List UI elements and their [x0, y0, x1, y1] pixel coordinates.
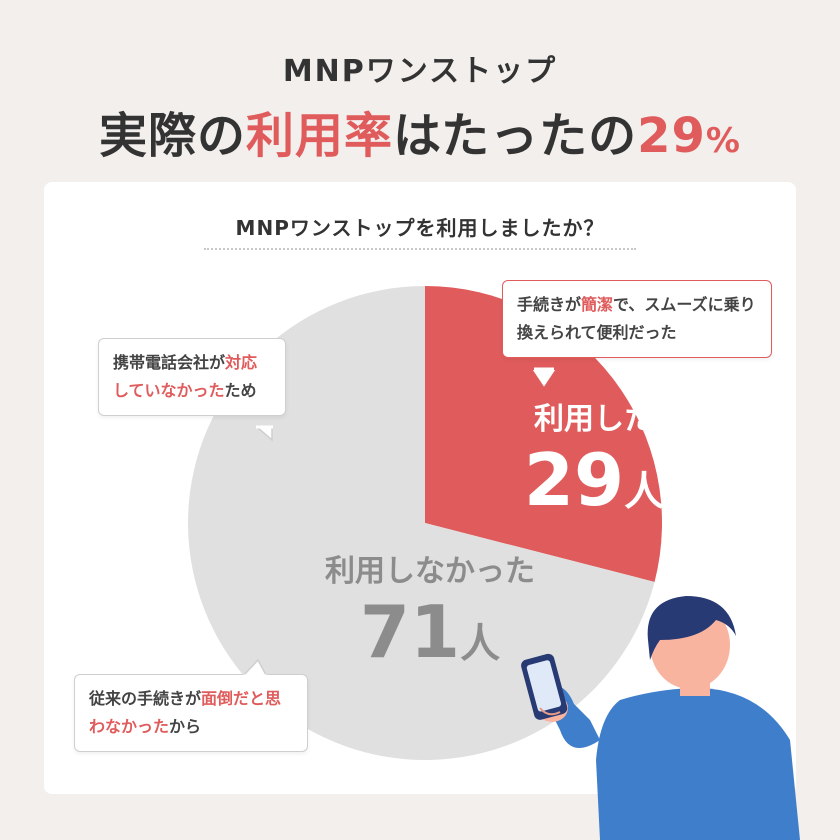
- comment-3-part-3: だと思わなかった: [89, 689, 282, 736]
- comment-3-part-1: 従来の手続きが: [89, 689, 202, 708]
- comment-1-part-1: 手続きが: [517, 295, 582, 314]
- slice-unit-used: 人: [624, 469, 665, 515]
- title-value: 29: [637, 108, 706, 164]
- comment-bubble-reason-2: 従来の手続きが面倒だと思わなかったから: [74, 674, 308, 752]
- slice-category-used: 利用した: [534, 402, 654, 437]
- title-percent: %: [705, 121, 741, 161]
- comment-bubble-reason-1: 携帯電話会社が対応していなかったため: [98, 338, 286, 416]
- subtitle: MNPワンストップ: [282, 54, 558, 89]
- comment-2-part-1: 携帯電話会社が: [113, 353, 226, 372]
- question-divider: [204, 248, 636, 250]
- slice-value-used: 29: [523, 438, 625, 522]
- slice-label-unused: 利用しなかった 71人: [280, 552, 580, 684]
- comment-bubble-used: 手続きが簡潔で、スムーズに乗り換えられて便利だった: [502, 280, 772, 358]
- comment-1-part-2: 簡潔: [581, 295, 614, 314]
- title-part1: 実際の: [99, 108, 247, 164]
- comment-3-part-2: 面倒: [201, 689, 234, 708]
- pie-slice-not-used: [187, 286, 655, 760]
- comment-2-part-2: 対応していなかった: [113, 353, 258, 400]
- slice-unit-unused: 人: [460, 621, 501, 667]
- question-text: MNPワンストップを利用しましたか？: [235, 216, 605, 240]
- slice-value-unused: 71: [359, 590, 461, 674]
- page-title: 実際の利用率はたったの29%: [0, 96, 840, 166]
- slice-category-unused: 利用しなかった: [325, 554, 535, 589]
- comment-2-part-3: ため: [224, 381, 257, 400]
- slice-label-used: 利用した 29人: [464, 400, 724, 532]
- pie-slices: [187, 286, 662, 760]
- title-part2: はたったの: [393, 108, 638, 164]
- comment-1-part-3: で、スムーズに乗り換えられて便利だった: [517, 295, 756, 342]
- title-accent: 利用率: [246, 108, 394, 164]
- pie-slice-used: [425, 286, 662, 582]
- comment-3-part-4: から: [169, 717, 202, 736]
- pie-chart: [187, 286, 662, 760]
- chart-card: MNPワンストップを利用しましたか？ 利用した 29人 利用しなかった 71人 …: [44, 182, 796, 794]
